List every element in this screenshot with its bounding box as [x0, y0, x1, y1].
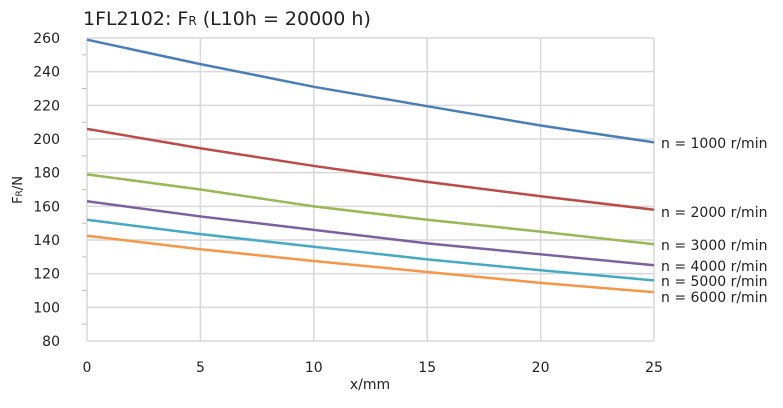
series-label: n = 4000 r/min [661, 259, 767, 275]
y-tick-label: 240 [33, 65, 60, 81]
x-tick-label: 5 [196, 360, 205, 376]
y-tick-label: 220 [33, 98, 60, 114]
series-label: n = 3000 r/min [661, 238, 767, 254]
series-label: n = 6000 r/min [661, 290, 767, 306]
y-tick-label: 160 [33, 199, 60, 215]
series-lines: n = 1000 r/min n = 2000 r/min n = 3000 r/m… [86, 38, 767, 306]
y-axis-label: FR/N [11, 176, 26, 204]
series-line [86, 200, 655, 267]
series-label: n = 5000 r/min [661, 274, 767, 290]
series-line [86, 218, 655, 282]
x-tick-label: 0 [83, 360, 92, 376]
x-tick-label: 20 [532, 360, 550, 376]
y-tick-label: 120 [33, 267, 60, 283]
x-tick-label: 10 [305, 360, 323, 376]
series-label: n = 1000 r/min [661, 136, 767, 152]
y-tick-label: 140 [33, 233, 60, 249]
series-line [86, 234, 655, 294]
y-tick-label: 100 [33, 300, 60, 316]
series-line [86, 38, 655, 144]
chart-title: 1FL2102: FR (L10h = 20000 h) [83, 8, 371, 30]
y-tick-label: 200 [33, 132, 60, 148]
x-tick-label: 25 [645, 360, 663, 376]
x-axis-label: x/mm [350, 377, 390, 393]
series-label: n = 2000 r/min [661, 205, 767, 221]
x-tick-label: 15 [418, 360, 436, 376]
y-tick-label: 80 [42, 334, 60, 350]
grid [82, 37, 655, 342]
series-line [86, 127, 655, 211]
y-tick-label: 260 [33, 31, 60, 47]
series-line [86, 173, 655, 246]
y-tick-label: 180 [33, 166, 60, 182]
tick-labels: 80 100 120 140 160 180 200 220 240 260 0 5 10 15 20 25 [33, 31, 663, 376]
